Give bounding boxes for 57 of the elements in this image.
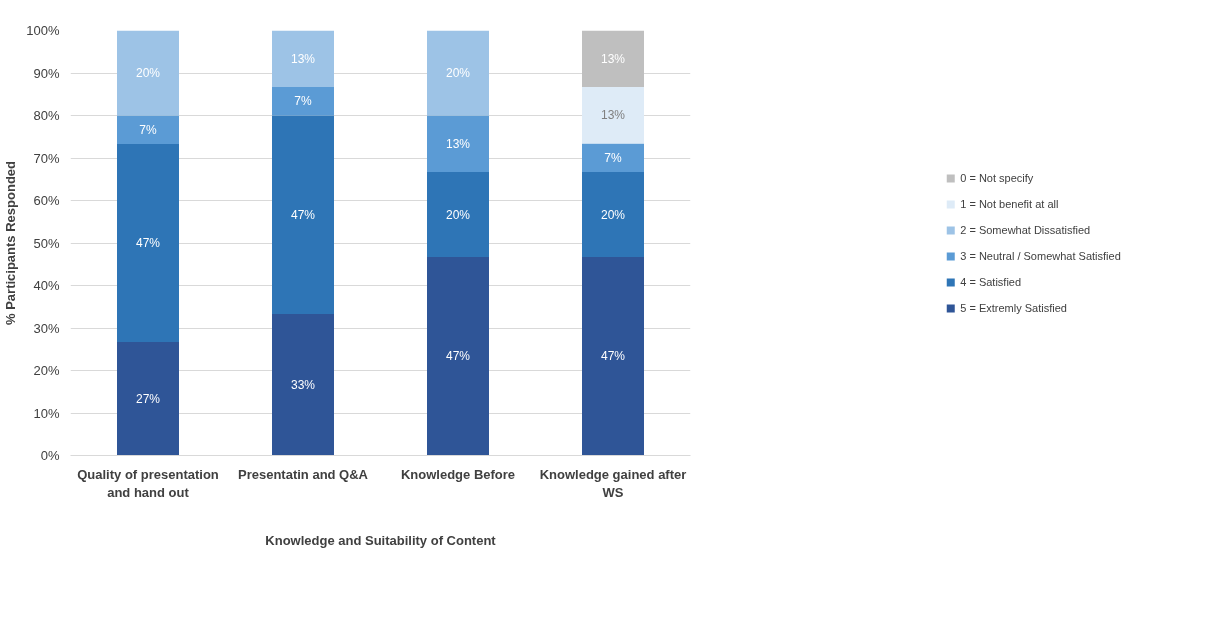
bar	[427, 115, 489, 173]
data-label: 27%	[135, 391, 161, 406]
x-tick-label: Knowledge Before	[400, 466, 516, 482]
x-tick-label: Quality of presentation and hand out	[77, 466, 219, 500]
bar	[272, 115, 334, 314]
y-axis-title: % Participants Responded	[3, 160, 19, 325]
data-label: 13%	[445, 136, 471, 151]
data-label: 7%	[604, 150, 622, 165]
data-label: 13%	[290, 51, 316, 66]
data-label: 20%	[445, 207, 471, 222]
data-label: 47%	[290, 207, 316, 222]
data-label: 7%	[139, 122, 157, 137]
bar	[427, 30, 489, 116]
bar	[117, 342, 179, 456]
y-tick-label: 30%	[33, 320, 60, 336]
bar	[272, 313, 334, 456]
y-tick-label: 50%	[33, 235, 60, 251]
legend-label: 5 = Extremly Satisfied	[960, 301, 1067, 314]
data-label: 47%	[445, 349, 471, 364]
x-axis-title: Knowledge and Suitability of Content	[265, 532, 497, 548]
y-tick-label: 70%	[33, 150, 60, 166]
data-label: 47%	[135, 236, 161, 250]
data-label: 20%	[135, 66, 161, 80]
x-tick-label: Knowledge gained after WS	[539, 466, 687, 500]
legend-label: 4 = Satisfied	[960, 275, 1022, 288]
y-tick-label: 80%	[33, 108, 60, 123]
legend-label: 0 = Not specify	[960, 171, 1034, 184]
data-label: 13%	[600, 51, 626, 66]
y-tick-label: 90%	[33, 65, 60, 81]
data-label: 33%	[290, 377, 316, 392]
bar	[117, 30, 179, 116]
data-label: 20%	[445, 66, 471, 80]
bar	[582, 143, 644, 173]
x-tick-label: Presentatin and Q&A	[237, 466, 369, 482]
bar	[582, 257, 644, 456]
y-tick-label: 40%	[33, 278, 60, 293]
bar	[582, 87, 644, 144]
bar	[427, 257, 489, 456]
y-tick-label: 100%	[26, 23, 60, 38]
bar	[582, 30, 644, 88]
y-tick-label: 60%	[33, 193, 60, 208]
data-label: 20%	[600, 207, 626, 222]
data-label: 47%	[600, 349, 626, 364]
bar	[272, 30, 334, 88]
bar	[582, 172, 644, 258]
bar	[117, 115, 179, 144]
bar	[427, 172, 489, 258]
bar	[272, 87, 334, 116]
y-tick-label: 20%	[33, 363, 60, 378]
y-tick-label: 0%	[40, 448, 60, 463]
legend-label: 1 = Not benefit at all	[960, 197, 1059, 210]
legend-label: 2 = Somewhat Dissatisfied	[960, 223, 1091, 236]
y-tick-label: 10%	[33, 405, 60, 421]
legend-label: 3 = Neutral / Somewhat Satisfied	[960, 249, 1121, 262]
data-label: 7%	[294, 94, 312, 109]
bar	[117, 143, 179, 343]
data-label: 13%	[600, 108, 626, 123]
